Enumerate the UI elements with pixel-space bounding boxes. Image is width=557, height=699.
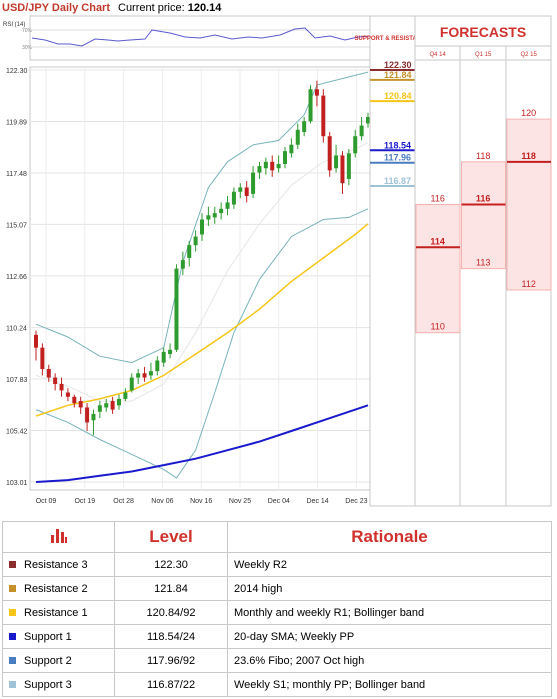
y-tick-label: 119.89 (6, 119, 27, 126)
table-row: Support 2 117.96/92 23.6% Fibo; 2007 Oct h… (3, 649, 552, 673)
level-rationale: Weekly R2 (228, 553, 552, 577)
forecast-range (462, 162, 506, 269)
level-name: Resistance 1 (3, 601, 115, 625)
candle (174, 264, 178, 352)
forecast-range (416, 205, 460, 333)
level-rationale: Monthly and weekly R1; Bollinger band (228, 601, 552, 625)
forecast-mid: 116 (476, 194, 491, 204)
table-row: Resistance 3 122.30 Weekly R2 (3, 553, 552, 577)
forecast-low: 113 (476, 258, 490, 268)
sr-level-label: 122.30 (384, 60, 412, 70)
x-tick-label: Oct 09 (36, 498, 57, 505)
sr-level-label: 121.84 (384, 70, 412, 80)
level-rationale: Weekly S1; monthly PP; Bollinger band (228, 673, 552, 697)
level-swatch (9, 681, 16, 688)
forecast-high: 116 (431, 194, 445, 204)
forecast-range (507, 119, 551, 290)
table-row: Support 3 116.87/22 Weekly S1; monthly PP;… (3, 673, 552, 697)
y-tick-label: 103.01 (6, 480, 28, 487)
level-name: Resistance 2 (3, 577, 115, 601)
forecast-mid: 114 (430, 236, 445, 246)
rsi-level-30: 30% (22, 45, 33, 51)
sr-level-label: 116.87 (384, 176, 411, 186)
x-tick-label: Dec 04 (268, 498, 290, 505)
y-tick-label: 112.66 (6, 274, 27, 281)
x-tick-label: Nov 06 (151, 498, 173, 505)
table-row: Resistance 2 121.84 2014 high (3, 577, 552, 601)
x-tick-label: Dec 23 (345, 498, 367, 505)
sr-level-label: 118.54 (384, 140, 411, 150)
sr-level-label: 117.96 (384, 153, 411, 163)
level-rationale: 2014 high (228, 577, 552, 601)
level-rationale: 23.6% Fibo; 2007 Oct high (228, 649, 552, 673)
level-value: 122.30 (115, 553, 228, 577)
rationale-header: Rationale (228, 522, 552, 553)
level-swatch (9, 633, 16, 640)
sr-level-label: 120.84 (384, 91, 412, 101)
y-tick-label: 115.07 (6, 222, 27, 229)
x-tick-label: Oct 28 (113, 498, 134, 505)
y-axis: 122.30 119.89 117.48 115.07 112.66 110.24 107.… (6, 68, 28, 487)
plot-area (30, 67, 370, 490)
quarter-label: Q1 15 (475, 52, 492, 58)
levels-table: Level Rationale Resistance 3 122.30 Weekly… (2, 521, 552, 697)
forecast-high: 120 (521, 108, 536, 118)
level-swatch (9, 609, 16, 616)
level-swatch (9, 585, 16, 592)
forecasts-panel: FORECASTS Q4 14 116 114 110 Q1 15 118 116 113 Q2… (415, 16, 551, 506)
level-value: 116.87/22 (115, 673, 228, 697)
level-value: 118.54/24 (115, 625, 228, 649)
x-tick-label: Nov 16 (190, 498, 212, 505)
forecast-mid: 118 (521, 151, 536, 161)
candle (309, 85, 313, 123)
level-name: Resistance 3 (3, 553, 115, 577)
level-name: Support 3 (3, 673, 115, 697)
table-row: Support 1 118.54/24 20-day SMA; Weekly PP (3, 625, 552, 649)
forecasts-title: FORECASTS (440, 24, 526, 40)
y-tick-label: 110.24 (6, 326, 27, 333)
forecast-low: 110 (431, 322, 445, 332)
price-chart: RSI (14) 70% 30% 122.30 119.89 117.48 115.0… (0, 0, 557, 512)
candle (328, 132, 332, 177)
y-tick-label: 122.30 (6, 68, 28, 75)
x-tick-label: Oct 19 (74, 498, 95, 505)
rsi-panel: RSI (14) 70% 30% (3, 16, 370, 60)
forecast-low: 112 (522, 279, 536, 289)
table-row: Resistance 1 120.84/92 Monthly and weekly … (3, 601, 552, 625)
y-tick-label: 107.83 (6, 377, 28, 384)
x-tick-label: Dec 14 (307, 498, 329, 505)
level-value: 117.96/92 (115, 649, 228, 673)
rsi-level-70: 70% (22, 28, 33, 34)
x-tick-label: Nov 25 (229, 498, 251, 505)
level-rationale: 20-day SMA; Weekly PP (228, 625, 552, 649)
x-axis: Oct 09 Oct 19 Oct 28 Nov 06 Nov 16 Nov 25 Dec … (36, 498, 368, 505)
level-value: 121.84 (115, 577, 228, 601)
level-swatch (9, 561, 16, 568)
level-name: Support 2 (3, 649, 115, 673)
bar-chart-icon (3, 522, 115, 553)
y-tick-label: 117.48 (6, 171, 27, 178)
quarter-label: Q2 15 (521, 52, 538, 58)
level-header: Level (115, 522, 228, 553)
candle (321, 89, 325, 142)
y-tick-label: 105.42 (6, 429, 28, 436)
level-value: 120.84/92 (115, 601, 228, 625)
quarter-label: Q4 14 (430, 52, 447, 58)
level-swatch (9, 657, 16, 664)
level-name: Support 1 (3, 625, 115, 649)
forecast-high: 118 (476, 151, 490, 161)
